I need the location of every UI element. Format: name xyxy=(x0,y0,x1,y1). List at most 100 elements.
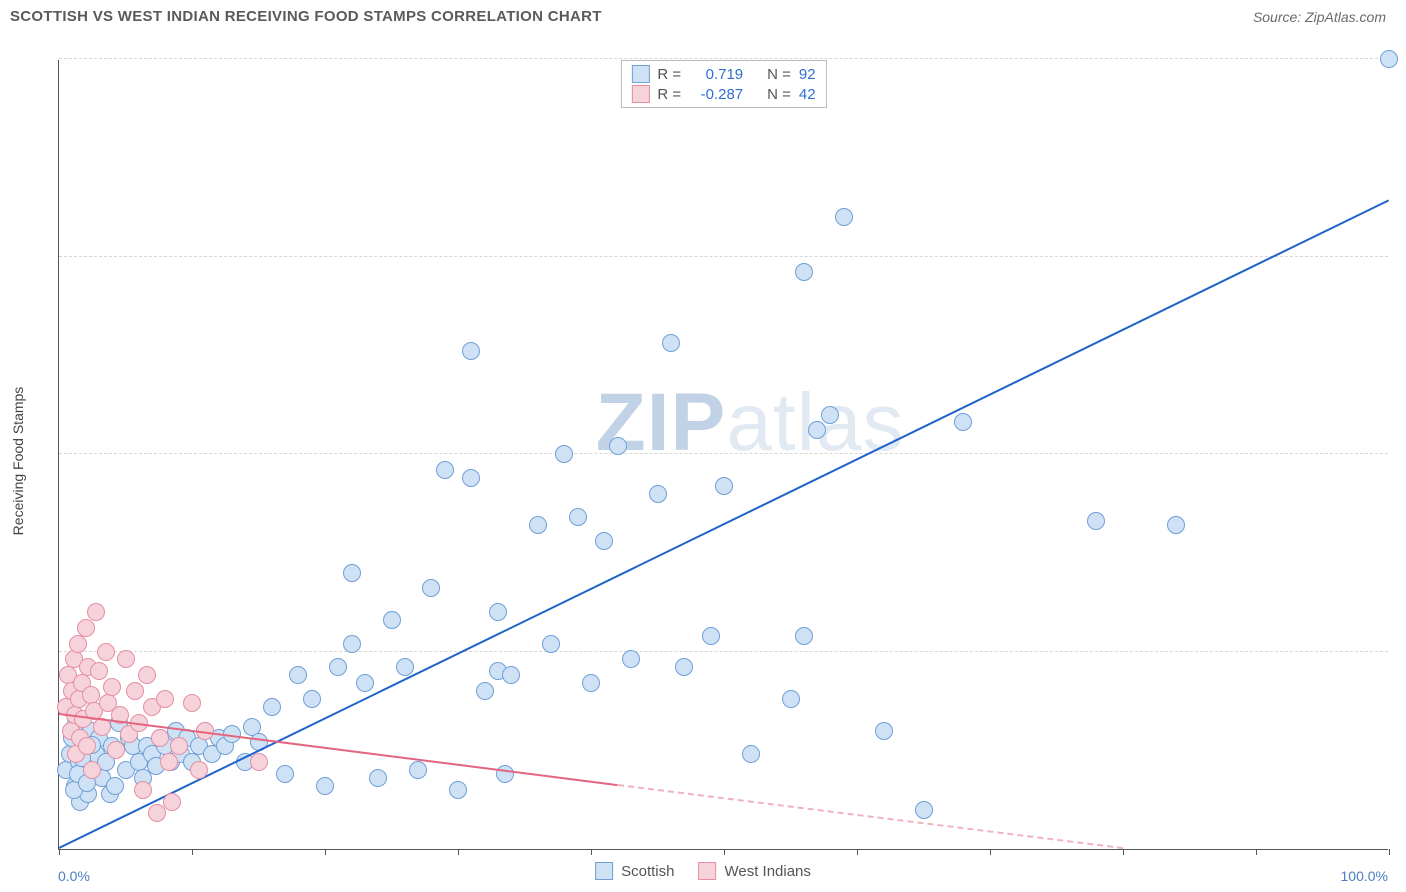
scatter-point xyxy=(190,761,208,779)
scatter-point xyxy=(383,611,401,629)
n-label-2: N = xyxy=(767,86,791,103)
x-tick-mark xyxy=(1123,849,1124,855)
legend-swatch-westindian-icon xyxy=(698,862,716,880)
scatter-point xyxy=(675,658,693,676)
scatter-point xyxy=(542,635,560,653)
scatter-point xyxy=(449,781,467,799)
n-value-scottish: 92 xyxy=(799,66,816,83)
scatter-point xyxy=(662,334,680,352)
scatter-point xyxy=(183,694,201,712)
legend-swatch-scottish-icon xyxy=(595,862,613,880)
correlation-legend: R = 0.719 N = 92 R = -0.287 N = 42 xyxy=(620,60,826,108)
x-tick-mark xyxy=(458,849,459,855)
scatter-point xyxy=(595,532,613,550)
x-tick-mark xyxy=(591,849,592,855)
gridline-y xyxy=(59,651,1388,652)
scatter-point xyxy=(835,208,853,226)
n-value-westindian: 42 xyxy=(799,86,816,103)
source-name: ZipAtlas.com xyxy=(1305,9,1386,25)
scatter-point xyxy=(103,678,121,696)
scatter-point xyxy=(409,761,427,779)
scatter-point xyxy=(90,662,108,680)
y-tick-label: 100.0% xyxy=(1394,35,1406,51)
scatter-point xyxy=(117,650,135,668)
x-tick-mark xyxy=(59,849,60,855)
source-label: Source: xyxy=(1253,9,1301,25)
r-value-scottish: 0.719 xyxy=(689,66,743,83)
scatter-point xyxy=(316,777,334,795)
y-axis-title: Receiving Food Stamps xyxy=(10,387,26,536)
series-legend: Scottish West Indians xyxy=(595,862,811,880)
r-value-westindian: -0.287 xyxy=(689,86,743,103)
correlation-row-scottish: R = 0.719 N = 92 xyxy=(631,65,815,83)
scatter-point xyxy=(555,445,573,463)
scatter-point xyxy=(808,421,826,439)
scatter-point xyxy=(875,722,893,740)
scatter-point xyxy=(343,564,361,582)
scatter-point xyxy=(87,603,105,621)
x-tick-mark xyxy=(1389,849,1390,855)
scatter-point xyxy=(742,745,760,763)
scatter-point xyxy=(356,674,374,692)
watermark: ZIPatlas xyxy=(596,376,905,470)
scatter-point xyxy=(1087,512,1105,530)
scatter-point xyxy=(156,690,174,708)
scatter-point xyxy=(77,619,95,637)
scatter-point xyxy=(276,765,294,783)
scatter-point xyxy=(609,437,627,455)
plot-area: ZIPatlas R = 0.719 N = 92 R = -0.287 N =… xyxy=(58,60,1388,850)
scatter-point xyxy=(436,461,454,479)
scatter-point xyxy=(795,627,813,645)
scatter-point xyxy=(289,666,307,684)
scatter-point xyxy=(489,603,507,621)
scatter-point xyxy=(250,753,268,771)
x-axis-min-label: 0.0% xyxy=(58,868,90,884)
scatter-point xyxy=(622,650,640,668)
trend-line xyxy=(617,784,1123,849)
scatter-point xyxy=(107,741,125,759)
scatter-point xyxy=(106,777,124,795)
scatter-point xyxy=(821,406,839,424)
r-label-2: R = xyxy=(657,86,681,103)
scatter-point xyxy=(476,682,494,700)
scatter-point xyxy=(782,690,800,708)
gridline-y xyxy=(59,453,1388,454)
scatter-point xyxy=(303,690,321,708)
scatter-point xyxy=(369,769,387,787)
trend-line xyxy=(59,199,1390,849)
scatter-point xyxy=(702,627,720,645)
scatter-point xyxy=(126,682,144,700)
scatter-point xyxy=(502,666,520,684)
x-tick-mark xyxy=(192,849,193,855)
scatter-point xyxy=(148,804,166,822)
scatter-point xyxy=(422,579,440,597)
scatter-point xyxy=(582,674,600,692)
scatter-point xyxy=(795,263,813,281)
scatter-point xyxy=(134,781,152,799)
legend-label-westindian: West Indians xyxy=(724,863,810,880)
scatter-point xyxy=(343,635,361,653)
legend-item-scottish: Scottish xyxy=(595,862,674,880)
scatter-point xyxy=(1167,516,1185,534)
scatter-point xyxy=(170,737,188,755)
swatch-westindian-icon xyxy=(631,85,649,103)
legend-label-scottish: Scottish xyxy=(621,863,674,880)
scatter-point xyxy=(462,342,480,360)
x-tick-mark xyxy=(325,849,326,855)
n-label: N = xyxy=(767,66,791,83)
scatter-point xyxy=(529,516,547,534)
y-tick-label: 25.0% xyxy=(1394,628,1406,644)
scatter-point xyxy=(396,658,414,676)
title-bar: SCOTTISH VS WEST INDIAN RECEIVING FOOD S… xyxy=(0,0,1406,25)
scatter-point xyxy=(569,508,587,526)
r-label: R = xyxy=(657,66,681,83)
x-axis-max-label: 100.0% xyxy=(1341,868,1388,884)
scatter-point xyxy=(151,729,169,747)
x-tick-mark xyxy=(990,849,991,855)
scatter-point xyxy=(649,485,667,503)
scatter-point xyxy=(160,753,178,771)
scatter-point xyxy=(163,793,181,811)
scatter-point xyxy=(715,477,733,495)
y-tick-label: 50.0% xyxy=(1394,430,1406,446)
x-tick-mark xyxy=(857,849,858,855)
